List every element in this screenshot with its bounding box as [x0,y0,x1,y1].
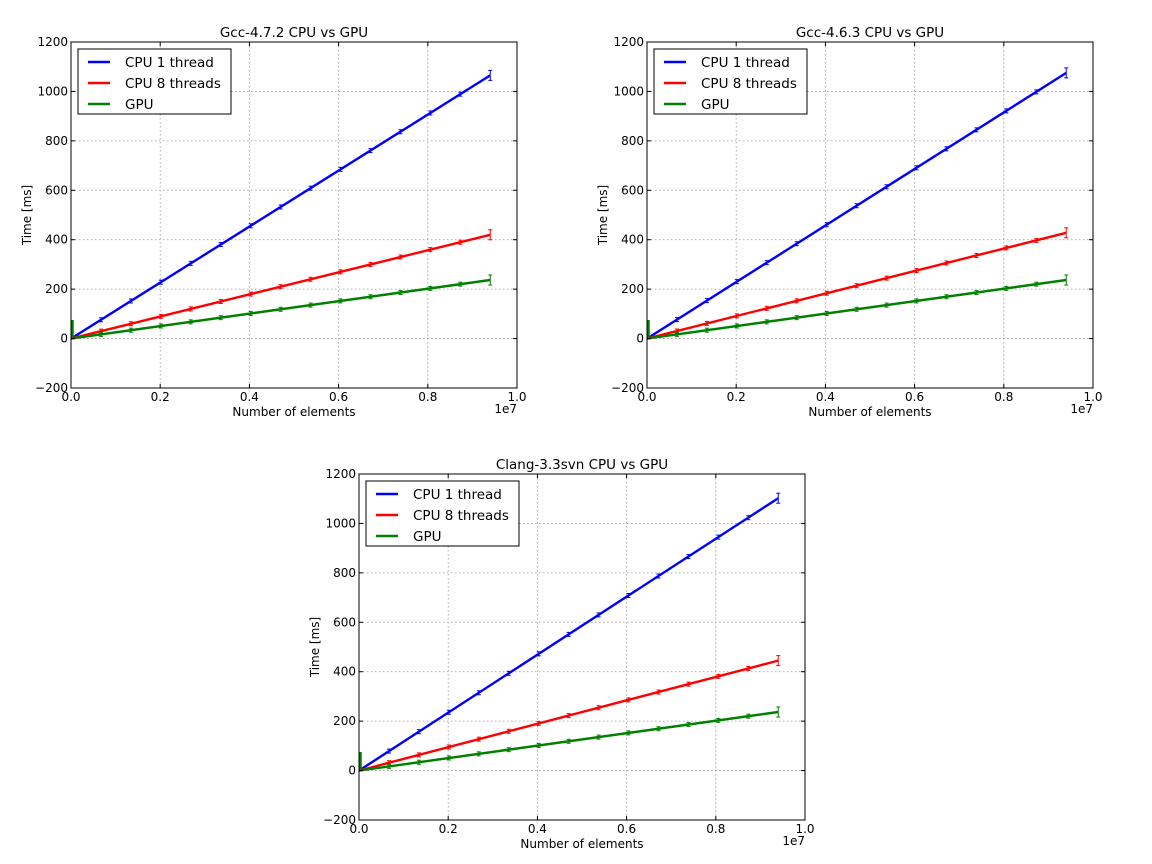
y-tick-label: 400 [621,233,644,247]
y-tick-label: 0 [636,332,644,346]
legend: CPU 1 thread CPU 8 threads GPU [653,48,808,115]
x-tick-label: 0.4 [816,390,835,404]
x-axis-label: Number of elements [808,405,931,419]
x-axis-multiplier: 1e7 [494,402,517,416]
chart-1: 0.0 0.2 0.4 0.6 0.8 1.0 −200 0 200 400 600 800 1000 1… [20,25,527,419]
x-tick-label: 0.0 [349,822,368,836]
y-tick-label: 0 [60,332,68,346]
legend-entry-label: GPU [125,97,153,113]
x-tick-label: 1.0 [507,390,526,404]
x-axis-label: Number of elements [232,405,355,419]
x-tick-label: 1.0 [1083,390,1102,404]
y-tick-label: 800 [333,566,356,580]
legend: CPU 1 thread CPU 8 threads GPU [365,480,520,547]
axes-frame [70,41,518,389]
y-tick-label: 600 [45,183,68,197]
y-tick-label: 200 [621,282,644,296]
x-axis-multiplier: 1e7 [1070,402,1093,416]
chart-3: 0.0 0.2 0.4 0.6 0.8 1.0 −200 0 200 400 600 800 1000 1… [308,457,815,851]
y-tick-label: −200 [35,381,68,395]
axes-frame [358,473,806,821]
x-tick-label: 0.8 [994,390,1013,404]
x-tick-label: 0.8 [418,390,437,404]
x-tick-label: 1.0 [795,822,814,836]
legend: CPU 1 thread CPU 8 threads GPU [77,48,232,115]
y-tick-label: 1000 [613,84,644,98]
x-tick-label: 0.6 [617,822,636,836]
x-axis-multiplier: 1e7 [782,834,805,848]
legend-entry-label: GPU [701,97,729,113]
y-tick-label: −200 [611,381,644,395]
x-tick-label: 0.4 [528,822,547,836]
x-tick-label: 0.6 [905,390,924,404]
y-axis-label: Time [ms] [308,617,322,679]
legend-entry-label: CPU 1 thread [701,55,790,71]
x-tick-label: 0.2 [727,390,746,404]
legend-entry-label: CPU 8 threads [701,76,797,92]
chart-title: Gcc-4.6.3 CPU vs GPU [796,25,944,41]
y-tick-label: 800 [621,134,644,148]
y-tick-label: 1200 [37,35,68,49]
y-tick-label: 400 [45,233,68,247]
y-tick-label: 1000 [37,84,68,98]
x-tick-label: 0.0 [637,390,656,404]
x-tick-label: 0.2 [151,390,170,404]
legend-entry-label: CPU 1 thread [413,487,502,503]
x-tick-label: 0.2 [439,822,458,836]
y-tick-label: 600 [621,183,644,197]
x-tick-label: 0.8 [706,822,725,836]
legend-entry-label: CPU 8 threads [125,76,221,92]
chart-title: Gcc-4.7.2 CPU vs GPU [220,25,368,41]
x-axis-label: Number of elements [520,837,643,851]
y-tick-label: 200 [45,282,68,296]
y-tick-label: −200 [323,813,356,827]
y-axis-label: Time [ms] [20,185,34,247]
legend-entry-label: GPU [413,529,441,545]
x-tick-label: 0.4 [240,390,259,404]
legend-entry-label: CPU 8 threads [413,508,509,524]
x-tick-label: 0.6 [329,390,348,404]
y-tick-label: 800 [45,134,68,148]
chart-title: Clang-3.3svn CPU vs GPU [496,457,668,473]
y-tick-label: 200 [333,714,356,728]
y-axis-label: Time [ms] [596,185,610,247]
axes-frame [646,41,1094,389]
y-tick-label: 1000 [325,516,356,530]
y-tick-label: 0 [348,764,356,778]
y-tick-label: 600 [333,615,356,629]
y-tick-label: 400 [333,665,356,679]
y-tick-label: 1200 [325,467,356,481]
y-tick-label: 1200 [613,35,644,49]
legend-entry-label: CPU 1 thread [125,55,214,71]
chart-2: 0.0 0.2 0.4 0.6 0.8 1.0 −200 0 200 400 600 800 1000 1… [596,25,1103,419]
x-tick-label: 0.0 [61,390,80,404]
